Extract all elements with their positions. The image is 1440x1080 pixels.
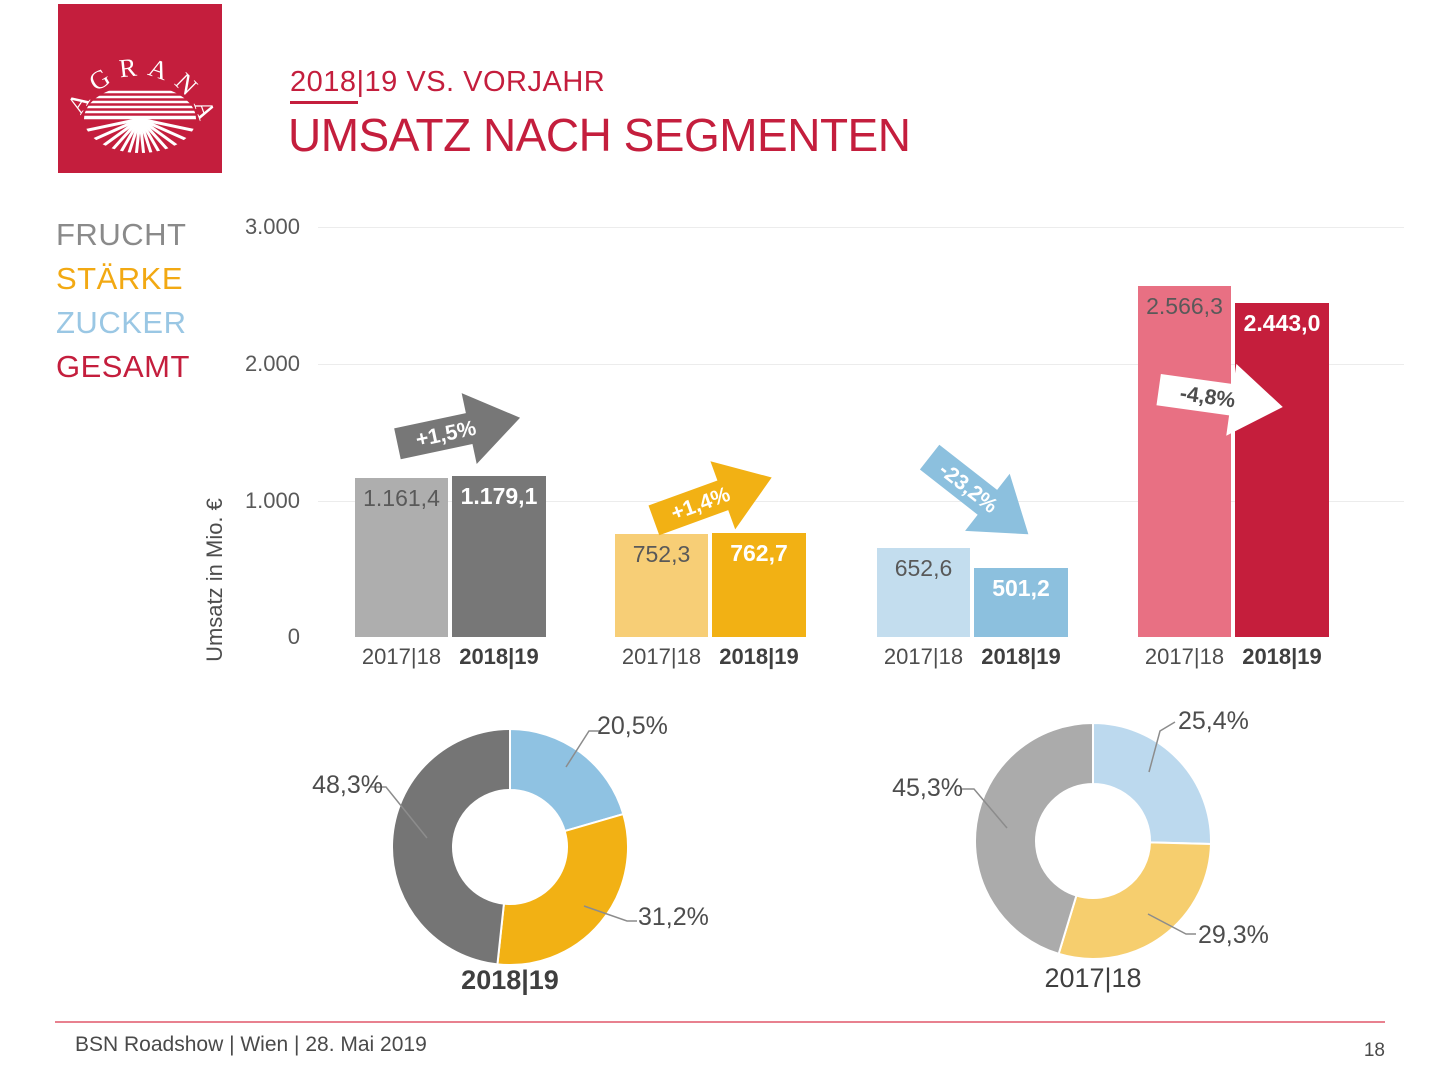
x-label-2018-19: 2018|19 xyxy=(459,644,539,669)
footer-text: BSN Roadshow | Wien | 28. Mai 2019 xyxy=(75,1033,427,1056)
x-label-2017-18: 2017|18 xyxy=(883,644,964,669)
x-label-2017-18: 2017|18 xyxy=(1144,644,1225,669)
x-label-2018-19: 2018|19 xyxy=(981,644,1061,669)
bar-value-label: 2.566,3 xyxy=(1146,293,1223,319)
bar-staerke-2018-19: 762,7 xyxy=(712,533,806,637)
slide-title: UMSATZ NACH SEGMENTEN xyxy=(288,109,911,161)
bar-zucker-2017-18: 652,6 xyxy=(877,548,970,637)
change-arrow-frucht: +1,5% xyxy=(394,393,521,464)
donut-caption-2018-19: 2018|19 xyxy=(461,965,559,995)
slide-subtitle: 2018|19 VS. VORJAHR xyxy=(290,66,606,98)
legend-item-staerke: STÄRKE xyxy=(56,261,184,296)
gridline-1000 xyxy=(318,501,1404,502)
donut-chart-2018-19 xyxy=(390,727,630,967)
y-tick-0: 0 xyxy=(287,624,300,649)
bar-value-label: 652,6 xyxy=(894,555,953,581)
donut-slice-zucker xyxy=(1092,721,1212,845)
donut-caption-2017-18: 2017|18 xyxy=(1044,963,1142,993)
sun-field-emblem-icon xyxy=(84,90,196,153)
page-number: 18 xyxy=(1363,1040,1385,1061)
arrow-shape-icon xyxy=(919,444,1029,535)
donut-label-frucht-2018-19: 48,3% xyxy=(312,771,383,799)
y-tick-3000: 3.000 xyxy=(244,214,300,239)
donut-slice-staerke xyxy=(496,812,629,966)
legend-item-gesamt: GESAMT xyxy=(56,349,190,384)
agrana-logo-icon: AGRANA xyxy=(58,4,222,173)
donut-label-zucker-2017-18: 25,4% xyxy=(1178,707,1249,735)
bar-gesamt-2017-18: 2.566,3 xyxy=(1138,286,1231,637)
donut-slice-zucker xyxy=(509,727,625,833)
subtitle-underline xyxy=(290,101,358,104)
bar-gesamt-2018-19: 2.443,0 xyxy=(1235,303,1329,637)
bar-value-label: 1.161,4 xyxy=(363,485,440,511)
donut-slice-frucht xyxy=(391,727,511,966)
change-arrow-staerke: +1,4% xyxy=(648,461,772,536)
x-label-2017-18: 2017|18 xyxy=(621,644,702,669)
logo-background xyxy=(58,4,222,173)
bar-staerke-2017-18: 752,3 xyxy=(615,534,708,637)
donut-label-staerke-2017-18: 29,3% xyxy=(1198,921,1269,949)
segment-legend: FRUCHT STÄRKE ZUCKER GESAMT xyxy=(56,213,190,389)
arrow-shape-icon xyxy=(394,393,521,464)
x-label-2018-19: 2018|19 xyxy=(1242,644,1322,669)
footer-divider xyxy=(55,1021,1385,1023)
y-axis-title: Umsatz in Mio. € xyxy=(202,498,227,662)
arrow-shape-icon xyxy=(648,461,772,536)
donut-label-zucker-2018-19: 20,5% xyxy=(597,712,668,740)
bar-value-label: 1.179,1 xyxy=(460,483,538,509)
bar-value-label: 762,7 xyxy=(730,540,788,566)
legend-item-frucht: FRUCHT xyxy=(56,217,187,252)
change-arrow-zucker: -23,2% xyxy=(919,444,1029,535)
y-tick-1000: 1.000 xyxy=(244,488,300,513)
donut-chart-2017-18 xyxy=(973,721,1213,961)
donut-label-frucht-2017-18: 45,3% xyxy=(892,774,963,802)
x-label-2018-19: 2018|19 xyxy=(719,644,799,669)
bar-value-label: 2.443,0 xyxy=(1243,310,1321,336)
donut-label-staerke-2018-19: 31,2% xyxy=(638,903,709,931)
gridline-3000 xyxy=(318,227,1404,228)
arrow-shape-icon xyxy=(1156,363,1283,436)
gridline-2000 xyxy=(318,364,1404,365)
x-label-2017-18: 2017|18 xyxy=(361,644,442,669)
bar-value-label: 752,3 xyxy=(632,541,691,567)
legend-item-zucker: ZUCKER xyxy=(56,305,187,340)
bar-frucht-2018-19: 1.179,1 xyxy=(452,476,546,637)
change-arrow-gesamt: -4,8% xyxy=(1156,363,1283,436)
donut-slice-staerke xyxy=(1057,841,1212,960)
donut-slice-frucht xyxy=(974,721,1094,956)
bar-value-label: 501,2 xyxy=(992,575,1050,601)
y-tick-2000: 2.000 xyxy=(244,351,300,376)
agrana-logo: AGRANA xyxy=(58,4,222,173)
bar-zucker-2018-19: 501,2 xyxy=(974,568,1068,637)
bar-frucht-2017-18: 1.161,4 xyxy=(355,478,448,637)
